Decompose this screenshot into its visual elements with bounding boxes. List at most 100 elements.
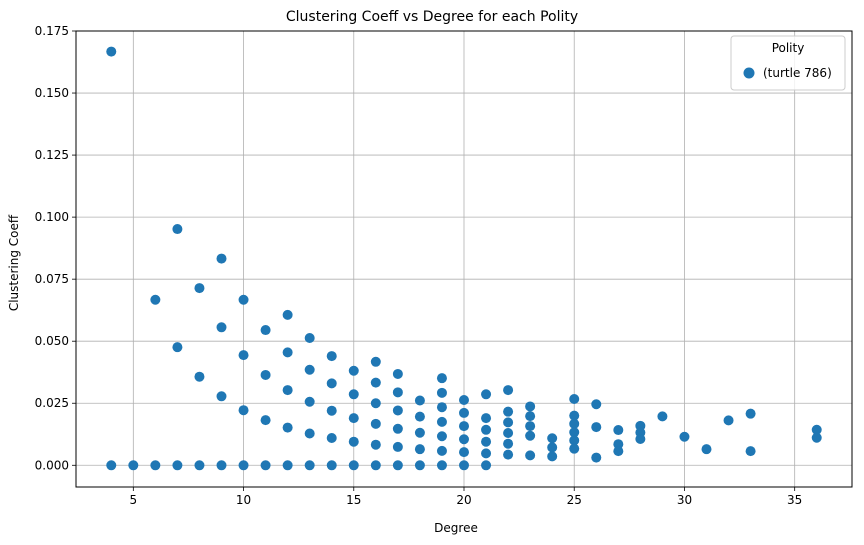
data-point <box>260 415 271 426</box>
x-tick-label: 10 <box>236 493 251 507</box>
data-point <box>348 460 359 471</box>
x-axis-ticks: 5 10 15 20 25 30 35 <box>129 487 802 507</box>
y-tick-label: 0.000 <box>35 458 69 472</box>
x-axis-label: Degree <box>434 521 478 535</box>
data-point <box>326 460 337 471</box>
data-point <box>481 460 492 471</box>
data-point <box>238 405 249 416</box>
data-point <box>326 405 337 416</box>
data-point <box>392 460 403 471</box>
data-point <box>348 389 359 400</box>
data-point <box>436 387 447 398</box>
data-point <box>459 395 469 406</box>
data-point <box>481 436 492 447</box>
data-point <box>238 460 249 471</box>
data-point <box>503 438 514 449</box>
data-point <box>503 428 514 439</box>
x-tick-label: 25 <box>567 493 582 507</box>
data-point <box>481 413 492 424</box>
chart-title: Clustering Coeff vs Degree for each Poli… <box>286 9 578 25</box>
data-point <box>811 424 822 435</box>
data-point <box>326 378 337 389</box>
data-point <box>613 446 624 457</box>
data-point <box>216 322 227 333</box>
data-point <box>260 460 271 471</box>
data-point <box>414 395 425 406</box>
data-point <box>723 415 734 426</box>
data-point <box>569 427 580 438</box>
data-point <box>414 427 425 438</box>
data-point <box>459 434 469 445</box>
data-point <box>260 369 271 380</box>
data-point <box>392 368 403 379</box>
data-point <box>106 460 117 471</box>
data-point <box>282 385 293 396</box>
data-point <box>194 460 205 471</box>
data-point <box>238 350 249 361</box>
x-tick-label: 15 <box>346 493 361 507</box>
data-point <box>591 399 602 410</box>
data-point <box>503 385 514 396</box>
x-tick-label: 30 <box>677 493 692 507</box>
y-tick-label: 0.100 <box>35 210 69 224</box>
data-point <box>370 460 381 471</box>
data-point <box>172 342 183 353</box>
data-point <box>436 402 447 413</box>
data-point <box>503 417 514 428</box>
y-tick-label: 0.125 <box>35 148 69 162</box>
data-point <box>304 460 315 471</box>
data-point <box>459 447 469 458</box>
data-point <box>436 460 447 471</box>
data-point <box>106 46 117 57</box>
data-point <box>459 421 469 432</box>
data-point <box>150 460 161 471</box>
data-point <box>811 432 822 443</box>
data-point <box>348 413 359 424</box>
data-point <box>282 309 293 320</box>
data-point <box>459 460 469 471</box>
y-tick-label: 0.025 <box>35 396 69 410</box>
data-point <box>525 421 536 432</box>
data-point <box>613 439 624 450</box>
data-point <box>304 332 315 343</box>
data-point <box>503 406 514 417</box>
data-point <box>238 294 249 305</box>
data-point <box>282 422 293 433</box>
data-point <box>414 460 425 471</box>
data-point <box>348 436 359 447</box>
data-point <box>216 391 227 402</box>
legend-series-label: (turtle 786) <box>763 66 832 80</box>
data-point <box>414 444 425 455</box>
data-point <box>326 432 337 443</box>
data-point <box>194 283 205 294</box>
data-point <box>591 422 602 433</box>
data-point <box>172 460 183 471</box>
data-point <box>436 373 447 384</box>
data-points <box>106 46 822 471</box>
data-point <box>436 416 447 427</box>
data-point <box>392 387 403 398</box>
data-point <box>370 377 381 388</box>
y-tick-label: 0.050 <box>35 334 69 348</box>
data-point <box>525 430 536 441</box>
data-point <box>679 431 690 442</box>
data-point <box>216 460 227 471</box>
data-point <box>370 439 381 450</box>
data-point <box>392 423 403 434</box>
data-point <box>503 449 514 460</box>
data-point <box>304 428 315 439</box>
data-point <box>304 364 315 375</box>
data-point <box>569 410 580 421</box>
data-point <box>481 389 492 400</box>
data-point <box>525 401 536 412</box>
data-point <box>392 441 403 452</box>
data-point <box>172 224 183 235</box>
data-point <box>128 460 139 471</box>
y-tick-label: 0.150 <box>35 86 69 100</box>
legend: Polity (turtle 786) <box>730 35 846 91</box>
data-point <box>348 365 359 376</box>
y-axis-label: Clustering Coeff <box>7 214 21 311</box>
data-point <box>525 411 536 422</box>
x-tick-label: 5 <box>129 493 137 507</box>
